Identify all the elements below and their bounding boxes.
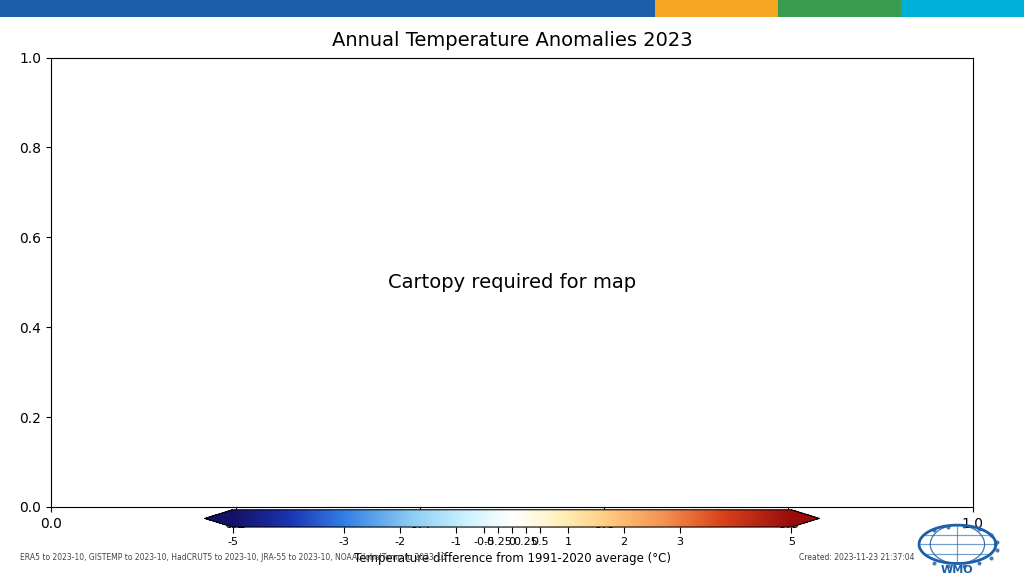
- Text: Created: 2023-11-23 21:37:04: Created: 2023-11-23 21:37:04: [799, 552, 914, 562]
- X-axis label: Temperature difference from 1991-2020 average (°C): Temperature difference from 1991-2020 av…: [353, 552, 671, 564]
- Text: ERA5 to 2023-10, GISTEMP to 2023-10, HadCRUT5 to 2023-10, JRA-55 to 2023-10, NOA: ERA5 to 2023-10, GISTEMP to 2023-10, Had…: [20, 552, 446, 562]
- PathPatch shape: [205, 510, 232, 527]
- PathPatch shape: [792, 510, 819, 527]
- Text: Annual Temperature Anomalies 2023: Annual Temperature Anomalies 2023: [332, 31, 692, 50]
- Text: Cartopy required for map: Cartopy required for map: [388, 273, 636, 291]
- Text: WMO: WMO: [941, 565, 974, 575]
